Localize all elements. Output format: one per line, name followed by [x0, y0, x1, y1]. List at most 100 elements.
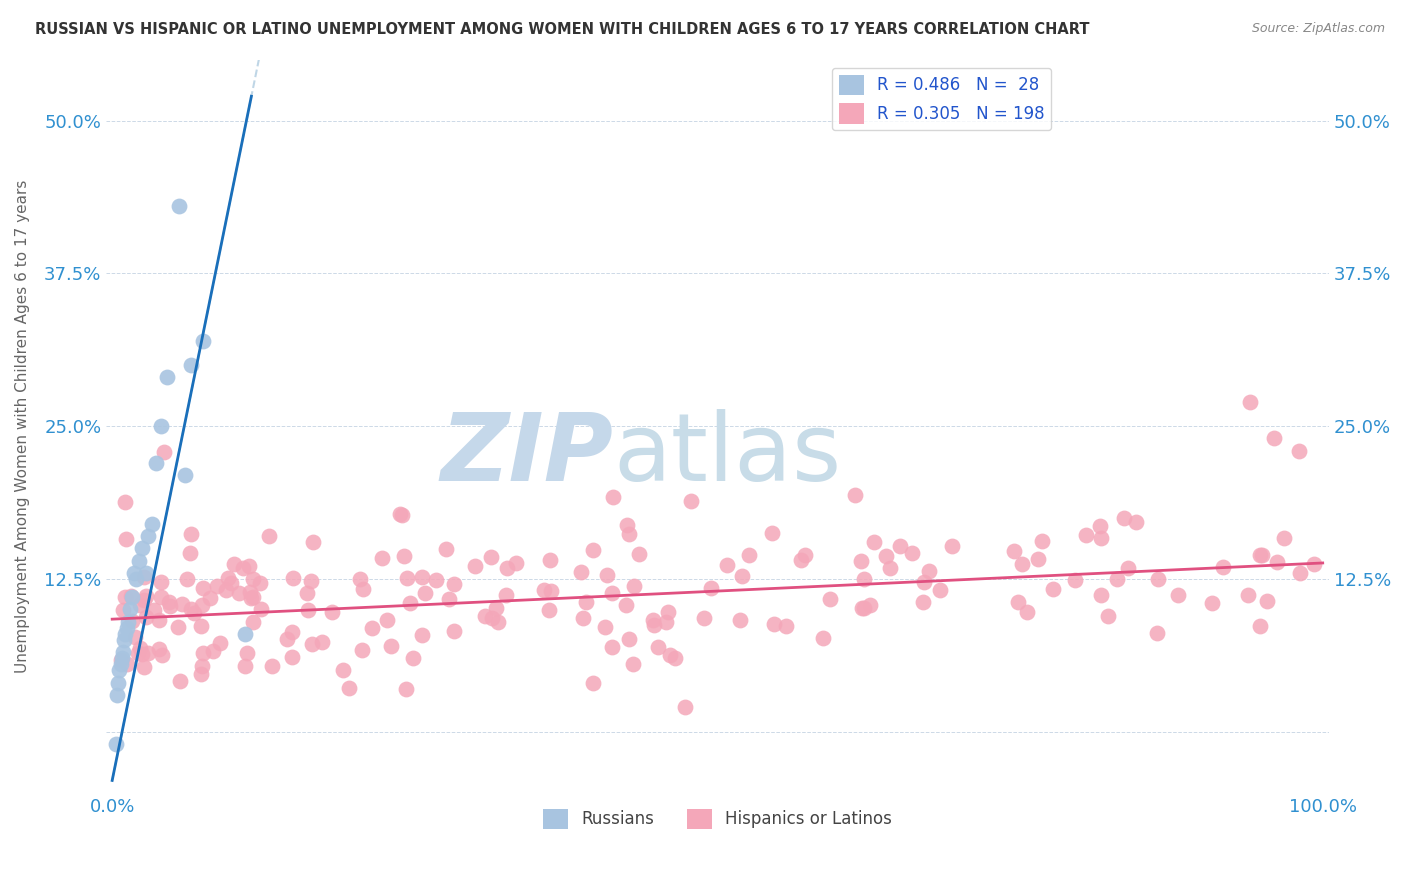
Point — [616, 518, 638, 533]
Point — [852, 601, 875, 615]
Point — [249, 602, 271, 616]
Point — [152, 445, 174, 459]
Point — [616, 599, 638, 613]
Point — [125, 572, 148, 586]
Point — [851, 554, 873, 568]
Point — [411, 570, 433, 584]
Point — [540, 583, 562, 598]
Point — [295, 586, 318, 600]
Point — [301, 637, 323, 651]
Point — [464, 558, 486, 573]
Point — [280, 649, 302, 664]
Point — [1114, 510, 1136, 524]
Point — [1064, 573, 1087, 587]
Point — [193, 646, 215, 660]
Point — [190, 598, 212, 612]
Point — [112, 632, 135, 647]
Point — [728, 613, 751, 627]
Point — [643, 618, 665, 632]
Point — [238, 559, 260, 574]
Point — [219, 576, 242, 591]
Point — [129, 641, 152, 656]
Point — [205, 579, 228, 593]
Point — [170, 597, 193, 611]
Point — [233, 659, 256, 673]
Point — [104, 737, 127, 751]
Point — [141, 516, 163, 531]
Point — [1263, 431, 1285, 445]
Y-axis label: Unemployment Among Women with Children Ages 6 to 17 years: Unemployment Among Women with Children A… — [15, 179, 30, 673]
Point — [582, 543, 605, 558]
Point — [852, 572, 875, 586]
Point — [413, 585, 436, 599]
Point — [879, 561, 901, 575]
Point — [1125, 515, 1147, 529]
Point — [111, 602, 134, 616]
Point — [569, 566, 592, 580]
Point — [1303, 558, 1326, 572]
Text: ZIP: ZIP — [440, 409, 613, 501]
Point — [183, 606, 205, 620]
Point — [190, 667, 212, 681]
Point — [239, 585, 262, 599]
Point — [375, 613, 398, 627]
Point — [402, 651, 425, 665]
Point — [1239, 394, 1261, 409]
Point — [1274, 531, 1296, 545]
Point — [495, 588, 517, 602]
Point — [1237, 588, 1260, 602]
Point — [332, 663, 354, 677]
Point — [391, 508, 413, 522]
Point — [1105, 572, 1128, 586]
Point — [131, 541, 153, 556]
Point — [1097, 609, 1119, 624]
Point — [617, 526, 640, 541]
Point — [135, 566, 157, 580]
Point — [122, 566, 145, 580]
Point — [117, 657, 139, 672]
Point — [600, 586, 623, 600]
Point — [479, 550, 502, 565]
Point — [242, 572, 264, 586]
Point — [1250, 549, 1272, 563]
Point — [233, 627, 256, 641]
Point — [794, 548, 817, 562]
Point — [1002, 544, 1025, 558]
Point — [148, 613, 170, 627]
Point — [1011, 557, 1033, 571]
Point — [844, 488, 866, 502]
Point — [737, 548, 759, 562]
Point — [811, 631, 834, 645]
Point — [918, 565, 941, 579]
Point — [191, 659, 214, 673]
Point — [602, 490, 624, 504]
Point — [425, 573, 447, 587]
Point — [132, 593, 155, 607]
Point — [443, 576, 465, 591]
Point — [371, 551, 394, 566]
Point — [1256, 594, 1278, 608]
Point — [654, 615, 676, 629]
Point — [693, 611, 716, 625]
Point — [1090, 588, 1112, 602]
Point — [352, 642, 374, 657]
Point — [474, 609, 496, 624]
Point — [215, 582, 238, 597]
Point — [127, 646, 149, 660]
Point — [200, 591, 222, 606]
Point — [537, 603, 560, 617]
Point — [150, 648, 173, 662]
Point — [114, 495, 136, 509]
Point — [249, 576, 271, 591]
Point — [128, 553, 150, 567]
Point — [224, 557, 246, 571]
Point — [411, 628, 433, 642]
Point — [889, 539, 911, 553]
Point — [485, 600, 508, 615]
Point — [395, 571, 418, 585]
Point — [115, 621, 138, 635]
Point — [191, 334, 214, 348]
Point — [929, 582, 952, 597]
Point — [228, 586, 250, 600]
Point — [505, 557, 527, 571]
